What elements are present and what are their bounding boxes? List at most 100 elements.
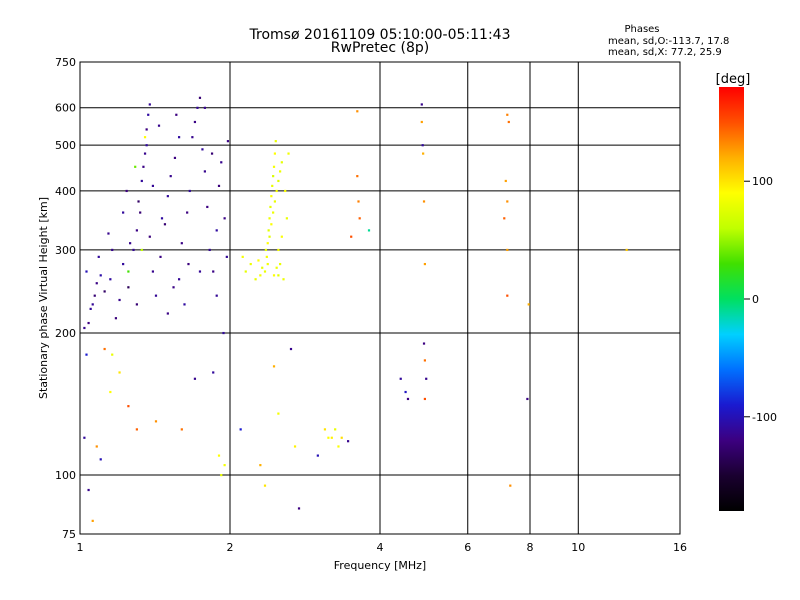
data-point <box>196 106 199 109</box>
data-point <box>268 235 271 238</box>
data-point <box>135 229 138 232</box>
data-point <box>151 270 155 273</box>
data-point <box>210 152 214 155</box>
data-point <box>265 255 268 258</box>
data-point <box>509 484 512 487</box>
data-point <box>272 211 275 214</box>
data-point <box>272 165 276 168</box>
y-axis-label: Stationary phase Virtual Height [km] <box>37 197 50 399</box>
data-point <box>87 488 90 492</box>
data-point <box>423 262 426 266</box>
data-point <box>220 161 223 164</box>
x-tick-label: 6 <box>464 541 471 554</box>
colorbar-tick-label: 0 <box>752 293 759 306</box>
data-point <box>95 445 98 448</box>
data-point <box>217 454 221 457</box>
data-point <box>279 170 282 173</box>
data-point <box>212 270 215 273</box>
x-tick-label: 2 <box>227 541 234 554</box>
data-point <box>270 223 273 226</box>
data-point <box>172 286 175 289</box>
y-tick-label: 300 <box>55 244 76 257</box>
data-point <box>91 519 94 522</box>
colorbar-tick-label: 100 <box>752 175 773 188</box>
data-point <box>223 464 226 467</box>
data-point <box>140 248 143 252</box>
data-point <box>137 200 140 203</box>
data-point <box>275 189 278 193</box>
data-point <box>259 464 262 467</box>
data-point <box>134 165 137 168</box>
data-point <box>399 377 402 380</box>
y-tick-label: 200 <box>55 327 76 340</box>
data-point <box>272 175 275 178</box>
stats-line-o: mean, sd,O:-113.7, 17.8 <box>608 36 729 47</box>
x-tick-label: 4 <box>377 541 384 554</box>
data-point <box>263 270 267 273</box>
data-point <box>506 113 509 116</box>
data-point <box>282 278 285 281</box>
data-point <box>273 152 276 155</box>
data-point <box>166 312 169 315</box>
data-point <box>145 128 148 131</box>
data-point <box>285 217 288 220</box>
data-point <box>145 144 148 147</box>
data-point <box>157 124 161 127</box>
data-point <box>201 148 204 151</box>
x-tick-label: 16 <box>673 541 687 554</box>
data-point <box>125 189 128 193</box>
data-point <box>277 179 280 183</box>
data-point <box>135 428 138 431</box>
data-point <box>272 274 276 277</box>
data-point <box>122 262 125 266</box>
data-point <box>425 377 428 380</box>
data-point <box>254 278 257 281</box>
data-point <box>143 152 147 155</box>
data-point <box>83 436 86 439</box>
data-point <box>183 303 186 306</box>
data-point <box>154 420 158 423</box>
data-point <box>222 331 225 335</box>
data-point <box>239 428 242 431</box>
y-tick-label: 100 <box>55 469 76 482</box>
data-point <box>180 428 183 431</box>
data-point <box>356 175 359 178</box>
data-point <box>193 120 197 124</box>
data-point <box>503 217 506 220</box>
data-point <box>129 242 132 245</box>
data-point <box>259 274 262 277</box>
data-point <box>203 170 206 173</box>
data-point <box>109 278 112 281</box>
data-point <box>527 303 530 306</box>
data-point <box>420 120 423 124</box>
data-point <box>143 136 147 139</box>
y-tick-label: 600 <box>55 102 76 115</box>
data-point <box>97 255 100 258</box>
data-point <box>284 189 287 193</box>
data-point <box>264 248 268 252</box>
data-point <box>507 120 510 124</box>
data-point <box>217 184 221 187</box>
data-point <box>406 397 410 401</box>
data-point <box>118 371 121 374</box>
data-point <box>166 195 169 198</box>
data-point <box>272 365 276 368</box>
data-point <box>337 445 340 448</box>
data-point <box>279 262 282 266</box>
data-point <box>277 412 280 415</box>
colorbar-label: [deg] <box>716 72 751 87</box>
data-point <box>506 294 509 297</box>
data-point <box>244 270 247 273</box>
data-point <box>89 307 92 310</box>
data-point <box>132 248 135 252</box>
data-point <box>422 152 425 155</box>
data-point <box>151 184 155 187</box>
data-point <box>163 223 167 226</box>
data-point <box>293 445 297 448</box>
data-point <box>139 211 142 214</box>
data-point <box>212 371 215 374</box>
data-point <box>215 294 218 297</box>
data-point <box>261 266 264 269</box>
data-point <box>175 113 178 116</box>
